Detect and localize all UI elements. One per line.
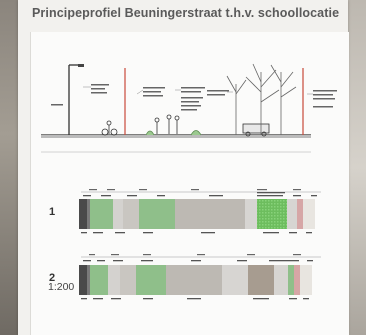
cross-section xyxy=(41,63,337,153)
profile-2-label: 2 xyxy=(49,272,56,284)
presentation-board: Principeprofiel Beuningerstraat t.h.v. s… xyxy=(18,0,349,335)
board-title: Principeprofiel Beuningerstraat t.h.v. s… xyxy=(32,6,340,20)
profile-2-bar xyxy=(79,254,321,300)
scale-label: 1:200 xyxy=(48,281,75,293)
profile-1-label: 1 xyxy=(49,206,56,218)
street-profile-drawing xyxy=(41,63,337,300)
drawing-sheet: 1 2 xyxy=(30,32,349,335)
profile-1-bar xyxy=(79,189,321,234)
